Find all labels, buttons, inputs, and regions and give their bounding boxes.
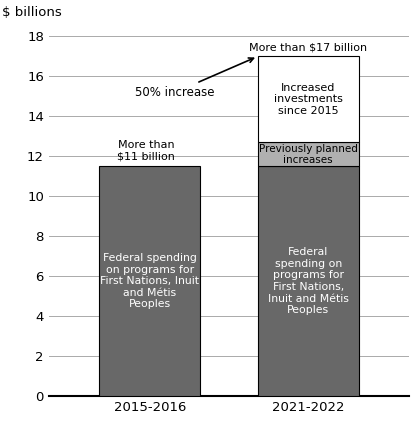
Bar <box>258 142 359 166</box>
Text: More than $17 billion: More than $17 billion <box>249 43 367 52</box>
Text: Increased
investments
since 2015: Increased investments since 2015 <box>274 83 343 116</box>
Text: Previously planned
increases: Previously planned increases <box>259 144 358 165</box>
Text: Federal spending
on programs for
First Nations, Inuit
and Métis
Peoples: Federal spending on programs for First N… <box>100 253 199 309</box>
Bar <box>99 166 200 396</box>
Text: 50% increase: 50% increase <box>135 58 253 99</box>
Bar <box>258 166 359 396</box>
Text: Federal
spending on
programs for
First Nations,
Inuit and Métis
Peoples: Federal spending on programs for First N… <box>268 247 349 315</box>
Text: More than
$11 billion: More than $11 billion <box>117 140 175 161</box>
Text: $ billions: $ billions <box>2 6 62 19</box>
Bar <box>258 56 359 142</box>
